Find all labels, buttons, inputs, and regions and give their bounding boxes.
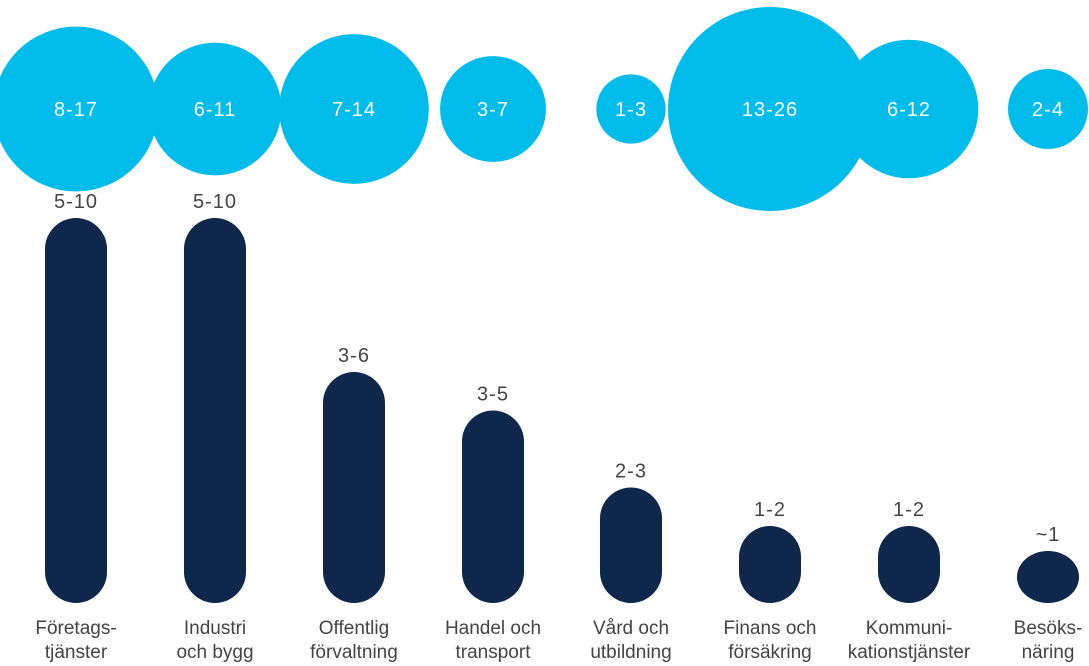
category-label-line: Företags- <box>35 618 116 639</box>
bubble-label: 6-11 <box>194 99 237 121</box>
bubble <box>839 39 979 179</box>
category-label-line: Offentlig <box>319 618 389 639</box>
bubble-series: 8-17 6-11 7-14 3-7 1-3 13-26 6-12 2-4 <box>0 7 1088 211</box>
bar-value-label: 2-3 <box>615 461 647 483</box>
category-label: Kommuni-kationstjänster <box>848 618 971 663</box>
bubble-label: 8-17 <box>54 99 98 121</box>
bar-value-label: 3-5 <box>477 384 509 406</box>
bubble-label: 6-12 <box>887 99 931 121</box>
category-label-line: försäkring <box>728 642 811 663</box>
category-label-line: Besöks- <box>1014 618 1083 639</box>
bar-value-labels: 5-10 5-10 3-6 3-5 2-3 1-2 1-2 ~1 <box>54 191 1061 546</box>
category-label: Företags-tjänster <box>35 618 116 663</box>
bubble <box>148 42 282 176</box>
bar-value-label: 1-2 <box>893 499 925 521</box>
bar-series <box>45 218 1079 603</box>
category-label-line: Kommuni- <box>866 618 953 639</box>
category-label-line: tjänster <box>45 642 108 663</box>
category-label-line: och bygg <box>176 642 253 663</box>
bar-value-label: 1-2 <box>754 499 786 521</box>
bar-value-label: 3-6 <box>338 345 370 367</box>
category-label-line: kationstjänster <box>848 642 971 663</box>
category-label: Finans och försäkring <box>724 618 817 663</box>
category-label: Industri och bygg <box>176 618 253 663</box>
bubble <box>1008 69 1088 149</box>
category-labels: Företags-tjänster Industri och bygg Offentl… <box>35 618 1082 663</box>
bubble <box>440 56 546 162</box>
bubble <box>596 74 666 144</box>
category-label: Handel och transport <box>445 618 541 663</box>
category-label-line: förvaltning <box>310 642 398 663</box>
bar <box>878 526 940 603</box>
bubble-label: 7-14 <box>332 99 376 121</box>
bubble-label: 3-7 <box>477 99 509 121</box>
bar <box>739 526 801 603</box>
bubble <box>279 34 429 184</box>
bubble-label: 2-4 <box>1032 99 1064 121</box>
category-label: Offentlig förvaltning <box>310 618 398 663</box>
category-label-line: Finans och <box>724 618 817 639</box>
bar-value-label: 5-10 <box>193 191 237 213</box>
category-label-line: näring <box>1022 642 1075 663</box>
category-label-line: utbildning <box>590 642 671 663</box>
bubble <box>668 7 872 211</box>
bar <box>1017 551 1079 603</box>
bubble <box>0 26 159 192</box>
bar <box>184 218 246 603</box>
bar <box>323 372 385 603</box>
bar <box>600 487 662 603</box>
category-label-line: transport <box>456 642 532 663</box>
bar <box>462 410 524 603</box>
category-label-line: Industri <box>184 618 246 639</box>
category-label-line: Handel och <box>445 618 541 639</box>
category-label: Vård och utbildning <box>590 618 671 663</box>
bubble-label: 1-3 <box>615 99 647 121</box>
category-label-line: Vård och <box>593 618 669 639</box>
bar-value-label: ~1 <box>1036 524 1061 546</box>
bar-value-label: 5-10 <box>54 191 98 213</box>
bubble-label: 13-26 <box>742 99 798 121</box>
bar <box>45 218 107 603</box>
category-label: Besöks-näring <box>1014 618 1083 663</box>
